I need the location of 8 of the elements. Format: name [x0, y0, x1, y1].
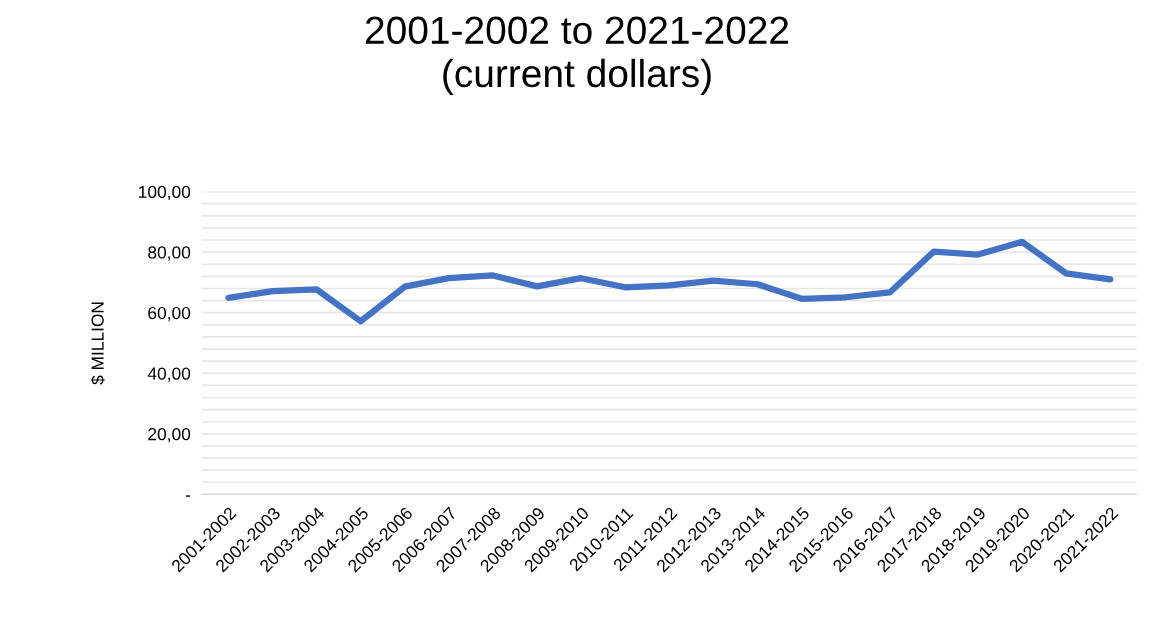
y-tick-label: - [185, 495, 191, 497]
y-tick-label: 60,00 [148, 306, 191, 322]
chart-title: 2001-2002 to 2021-2022 (current dollars) [365, 16, 789, 95]
y-tick-label: 80,00 [148, 246, 191, 261]
y-tick-label: 100,00 [139, 185, 191, 201]
y-tick-label: 40,00 [147, 367, 191, 382]
y-axis-title: $ MILLION [90, 302, 105, 385]
y-tick-label: 20,00 [148, 428, 191, 443]
